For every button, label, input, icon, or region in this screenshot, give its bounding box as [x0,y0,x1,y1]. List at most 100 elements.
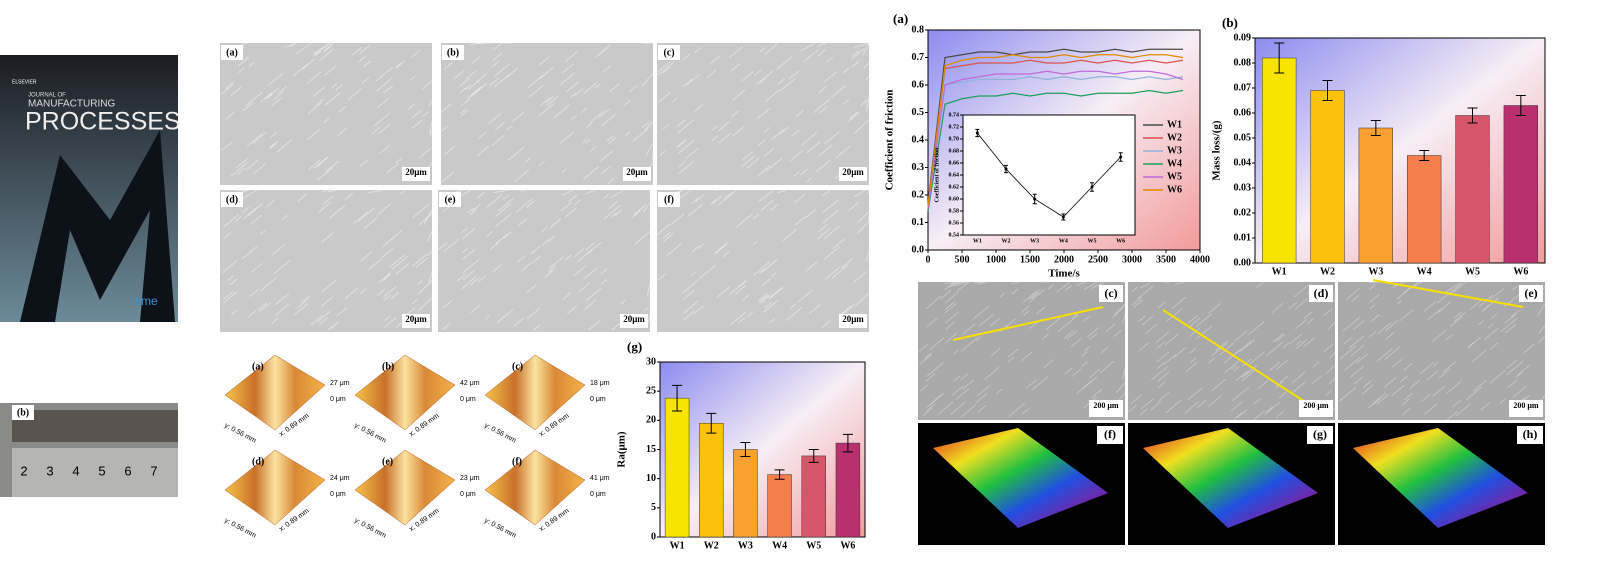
texture [989,317,1001,327]
texture [619,299,627,305]
texture [493,63,511,78]
texture [293,303,309,316]
scale-box [1509,400,1543,417]
label-box [1519,285,1543,302]
texture [716,285,731,298]
texture [1091,388,1103,399]
texture [631,210,641,218]
texture [442,300,452,309]
texture [693,103,704,113]
texture [1288,301,1298,310]
texture [937,401,954,416]
texture [764,43,778,55]
texture [462,248,476,260]
texture [359,288,367,295]
texture [546,96,559,107]
panel-label: (a) [226,47,238,58]
texture [714,242,728,254]
texture [926,393,944,408]
texture [395,156,403,164]
texture [686,74,700,86]
texture [1432,385,1446,397]
texture [1011,281,1019,285]
texture [1112,304,1126,319]
journal-title: PROCESSES [25,108,181,136]
texture [1471,349,1487,363]
texture [363,216,379,230]
texture [609,83,620,92]
texture [362,76,370,84]
texture [486,194,503,209]
texture [789,303,796,310]
texture [718,133,731,144]
texture [302,58,316,70]
texture [1353,376,1364,385]
texture [469,42,484,46]
texture [1156,361,1166,369]
texture [521,263,531,272]
texture [328,189,338,193]
x-tick-label: W5 [806,540,821,551]
texture [1537,302,1546,317]
error-bar [774,469,785,480]
texture [565,81,579,93]
texture [351,46,363,56]
x-tick-label: W6 [1116,238,1125,244]
texture [229,278,238,286]
texture [586,122,593,128]
texture [289,42,296,48]
texture [438,242,448,250]
texture [741,71,754,82]
texture [427,251,433,256]
texture [1484,327,1500,341]
y-tick-label: 0.08 [1234,57,1252,68]
texture [1230,400,1244,412]
texture [1445,334,1453,341]
texture [816,160,831,173]
texture [418,213,433,226]
texture [975,336,981,342]
texture [417,297,433,312]
error-bar [706,412,717,434]
texture [677,139,695,155]
texture [399,189,406,195]
texture [862,42,870,56]
label-box [658,192,680,207]
y-tick-label: 0.01 [1234,232,1252,243]
scale-label: 20μm [405,314,427,324]
texture [234,215,243,222]
texture [1007,356,1015,363]
texture [223,291,234,301]
texture [382,273,391,281]
texture [492,264,502,273]
texture [662,232,675,243]
series-line [927,54,1184,207]
texture [1538,335,1546,344]
texture [444,61,454,70]
texture [771,129,784,140]
texture [1294,298,1308,310]
texture [227,275,235,282]
texture [977,404,987,413]
texture [768,287,783,300]
texture [275,293,290,306]
texture [1157,381,1166,389]
texture [253,163,267,175]
texture [1349,345,1356,352]
texture [1008,402,1026,418]
texture [1489,342,1499,350]
texture [548,256,564,270]
texture [1099,360,1115,374]
texture [427,230,433,243]
z-max: 18 μm [590,380,610,387]
plot-area [962,114,1136,236]
texture [476,145,490,157]
plot-area [1254,37,1546,264]
z-max: 41 μm [590,475,610,482]
texture [723,189,738,199]
texture [651,151,654,164]
texture [641,72,654,87]
texture [1385,331,1395,340]
texture [1081,361,1088,367]
texture [1189,347,1197,354]
